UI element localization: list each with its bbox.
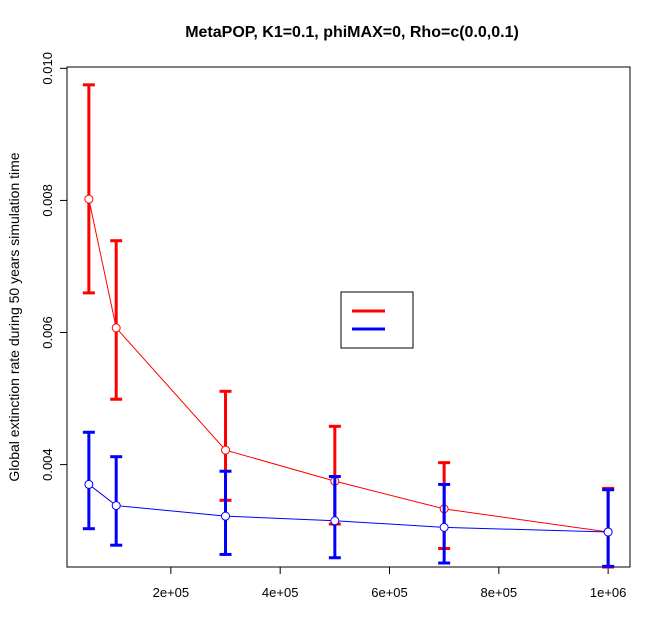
x-tick-label: 8e+05 — [481, 585, 518, 600]
y-tick-label: 0.010 — [40, 52, 55, 85]
legend-box — [340, 291, 414, 349]
x-tick-label: 1e+06 — [590, 585, 627, 600]
series-line — [88, 484, 609, 533]
series-layer — [82, 83, 615, 569]
x-axis: 2e+05 4e+05 6e+05 8e+05 1e+06 — [153, 566, 627, 600]
data-point — [111, 501, 121, 511]
legend — [340, 291, 414, 349]
data-point — [84, 194, 94, 204]
x-tick-label: 6e+05 — [371, 585, 408, 600]
y-axis: 0.004 0.006 0.008 0.010 — [40, 52, 68, 481]
data-point — [603, 527, 613, 537]
error-bar — [82, 83, 95, 295]
series-line — [88, 198, 609, 533]
y-tick-label: 0.006 — [40, 316, 55, 349]
data-point — [439, 522, 449, 532]
data-point — [330, 516, 340, 526]
y-axis-label: Global extinction rate during 50 years s… — [6, 152, 22, 481]
chart-title: MetaPOP, K1=0.1, phiMAX=0, Rho=c(0.0,0.1… — [185, 24, 519, 41]
series-2 — [82, 430, 615, 568]
error-bar — [110, 239, 123, 401]
error-bar — [110, 455, 123, 547]
data-point — [221, 445, 231, 455]
x-tick-label: 4e+05 — [262, 585, 299, 600]
data-point — [221, 511, 231, 521]
y-tick-label: 0.004 — [40, 448, 55, 481]
data-point — [111, 323, 121, 333]
y-tick-label: 0.008 — [40, 184, 55, 217]
x-tick-label: 2e+05 — [153, 585, 190, 600]
data-point — [84, 479, 94, 489]
